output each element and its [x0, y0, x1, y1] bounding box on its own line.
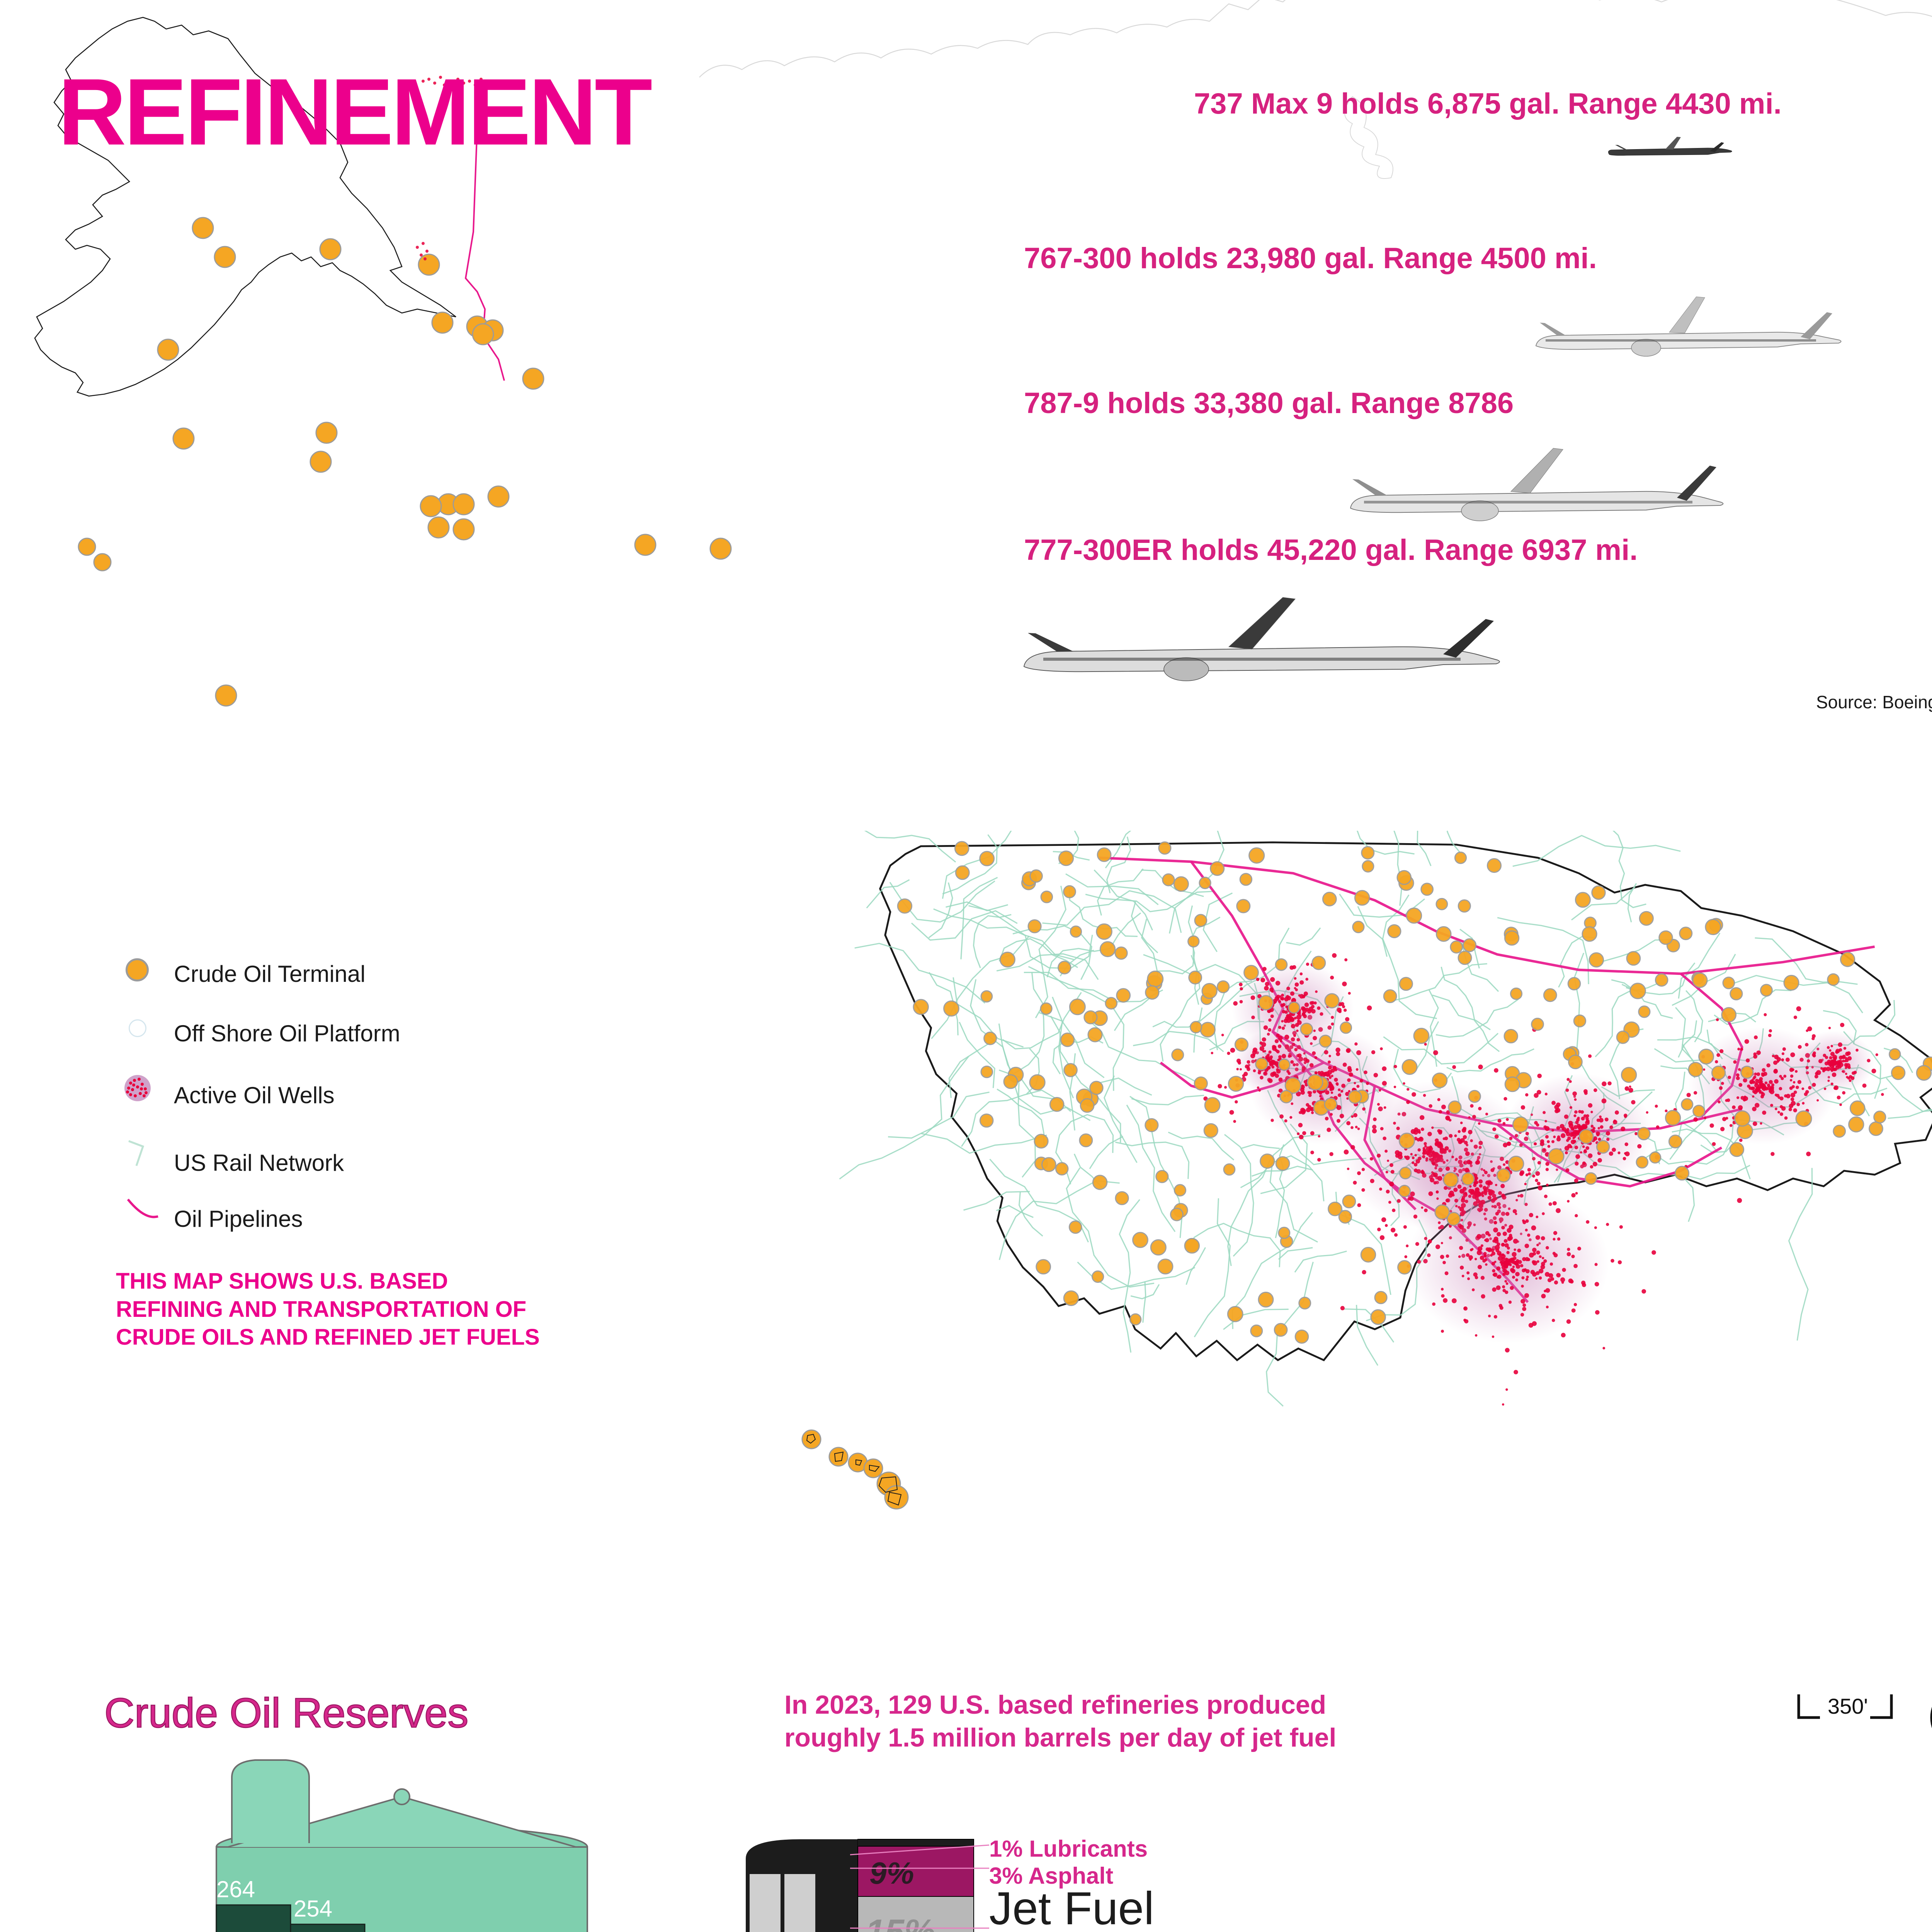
svg-text:350': 350'	[1828, 1694, 1868, 1718]
svg-text:264: 264	[216, 1876, 255, 1902]
svg-text:254: 254	[294, 1896, 332, 1922]
